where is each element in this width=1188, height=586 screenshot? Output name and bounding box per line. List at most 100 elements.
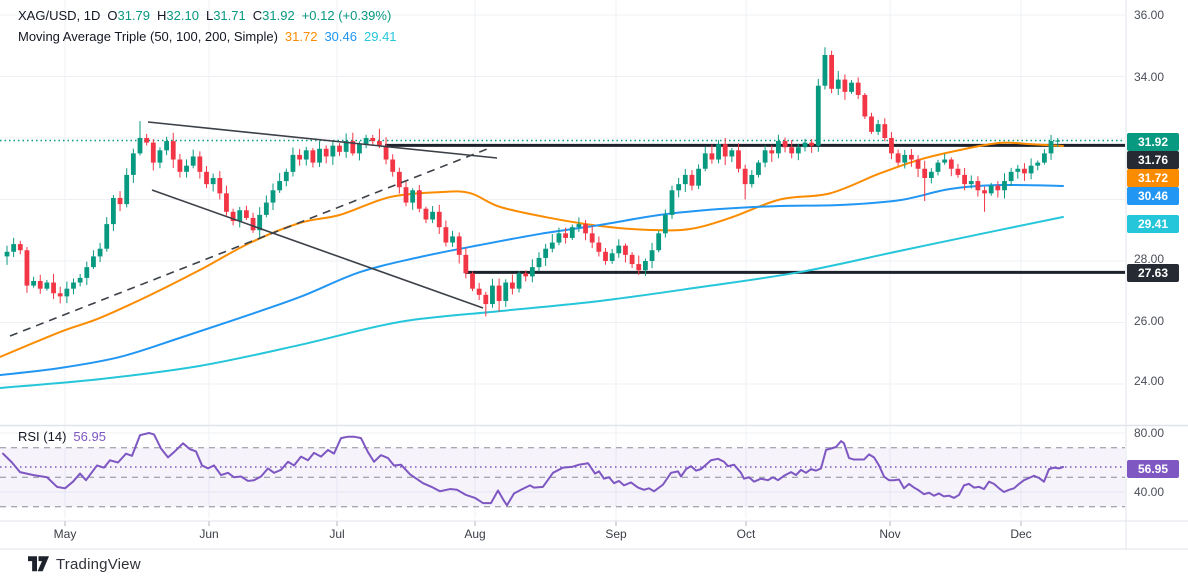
tradingview-brand-text: TradingView — [56, 556, 141, 573]
sma-200-line[interactable] — [0, 216, 1064, 389]
candle-body — [244, 210, 249, 218]
symbol-title[interactable]: XAG/USD, 1D — [18, 8, 101, 23]
candle-body — [955, 168, 961, 175]
trendline-2[interactable] — [151, 189, 484, 309]
rsi-indicator-title[interactable]: RSI (14) — [18, 429, 67, 444]
candle-body — [277, 181, 283, 191]
candle-body — [303, 150, 309, 160]
candle-body — [689, 174, 695, 186]
candle-body — [257, 214, 263, 231]
month-label-Jul: Jul — [329, 527, 345, 541]
candle-body — [902, 154, 908, 163]
ohlc-close: C31.92 — [252, 8, 295, 23]
candle-body — [895, 153, 901, 163]
candle-body — [749, 174, 755, 185]
candle-body — [91, 256, 96, 268]
price-tick-26.00: 26.00 — [1134, 314, 1165, 328]
candle-body — [310, 150, 316, 163]
candle-body — [137, 138, 143, 154]
candle-body — [77, 277, 83, 283]
candle-body — [909, 154, 914, 160]
candle-body — [224, 193, 229, 212]
candle-body — [71, 282, 76, 289]
candle-body — [370, 138, 376, 142]
candle-body — [283, 171, 289, 182]
time-scale[interactable] — [0, 521, 1126, 549]
candle-body — [609, 253, 615, 261]
trendline-1[interactable] — [147, 121, 498, 159]
month-label-Dec: Dec — [1010, 527, 1032, 541]
candle-body — [177, 159, 183, 172]
candle-body — [849, 82, 854, 92]
ohlc-high: H32.10 — [157, 8, 199, 23]
candle-body — [869, 116, 874, 132]
candle-body — [490, 285, 495, 305]
candle-body — [982, 190, 987, 194]
candle-body — [915, 159, 921, 169]
candle-body — [130, 153, 136, 175]
rsi-indicator-legend[interactable]: RSI (14) 56.95 — [18, 429, 106, 444]
month-label-Sep: Sep — [605, 527, 627, 541]
candle-body — [11, 244, 17, 252]
rsi-line[interactable] — [2, 432, 1064, 507]
candle-body — [217, 177, 223, 194]
candle-body — [1008, 171, 1014, 182]
candle-body — [616, 245, 622, 254]
price-tick-28.00: 28.00 — [1134, 252, 1165, 266]
candle-body — [503, 282, 509, 301]
candle-body — [124, 174, 130, 205]
tradingview-attribution[interactable]: TradingView — [28, 556, 141, 573]
candle-body — [802, 142, 808, 148]
trendline-3[interactable] — [9, 148, 488, 337]
candle-body — [596, 242, 602, 252]
candle-body — [403, 187, 409, 203]
candle-body — [104, 224, 110, 249]
candle-body — [1035, 162, 1041, 166]
candle-body — [776, 141, 781, 154]
candle-body — [782, 141, 788, 148]
rsi-tick-80.00: 80.00 — [1134, 426, 1165, 440]
ma-indicator-legend[interactable]: Moving Average Triple (50, 100, 200, Sim… — [18, 29, 397, 44]
candle-body — [1022, 168, 1027, 174]
candle-body — [390, 159, 396, 172]
candle-body — [556, 233, 562, 243]
price-label-31.72: 31.72 — [1127, 169, 1179, 187]
candle-body — [263, 202, 269, 215]
candle-body — [682, 174, 688, 185]
candle-body — [170, 141, 176, 160]
candle-body — [662, 214, 668, 234]
candle-body — [636, 264, 642, 271]
ma-indicator-title[interactable]: Moving Average Triple (50, 100, 200, Sim… — [18, 29, 278, 44]
candle-body — [722, 144, 728, 157]
candle-body — [948, 159, 954, 169]
candle-body — [942, 159, 948, 163]
symbol-legend[interactable]: XAG/USD, 1D O31.79 H32.10 L31.71 C31.92 … — [18, 8, 391, 23]
candle-body — [250, 217, 256, 231]
price-label-29.41: 29.41 — [1127, 215, 1179, 233]
candle-body — [676, 184, 682, 191]
price-label-31.92: 31.92 — [1127, 133, 1179, 151]
candle-body — [64, 288, 70, 297]
candle-body — [197, 156, 203, 172]
candle-body — [410, 190, 416, 203]
candle-body — [649, 250, 655, 261]
candle-body — [363, 138, 369, 145]
candle-body — [210, 177, 216, 185]
candle-body — [968, 181, 974, 185]
month-label-Nov: Nov — [879, 527, 901, 541]
candle-body — [875, 124, 881, 132]
candle-body — [343, 141, 349, 152]
candle-body — [111, 197, 116, 225]
candle-body — [510, 282, 515, 289]
tradingview-logo-icon — [28, 556, 49, 572]
candle-body — [17, 244, 23, 251]
candle-body — [430, 211, 435, 220]
candle-body — [889, 138, 894, 154]
candle-body — [789, 147, 795, 154]
candle-body — [543, 248, 549, 258]
candle-body — [855, 82, 861, 95]
sma-100-line[interactable] — [0, 183, 1064, 377]
ohlc-low: L31.71 — [205, 8, 246, 23]
